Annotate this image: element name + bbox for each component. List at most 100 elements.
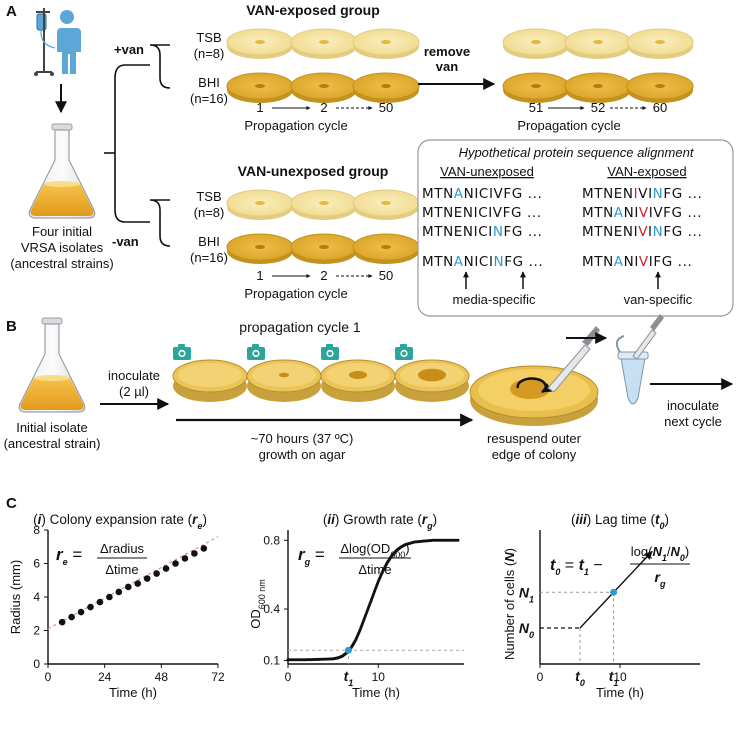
resuspend-label-1: resuspend outer: [487, 431, 582, 446]
formula-denominator: Δtime: [105, 562, 138, 577]
panel-b-letter: B: [6, 318, 17, 335]
tsb-petri-dish: [564, 28, 632, 59]
seq-unexposed-3: MTNENICINFG ...: [422, 224, 543, 240]
formula-denominator: rg: [655, 569, 666, 589]
tsb-label-bottom: TSB: [196, 189, 221, 204]
y-axis-label: Number of cells (N): [502, 548, 517, 660]
x-axis-label: Time (h): [596, 685, 644, 700]
x-tick-label: 72: [211, 670, 225, 684]
microtube-icon: [615, 314, 664, 405]
unexposed-title: VAN-unexposed group: [238, 163, 389, 179]
y-tick-label: 0.1: [263, 654, 280, 668]
chart-title: (iii) Lag time (t0): [571, 512, 669, 531]
initial-isolate-label: Initial isolate: [16, 420, 88, 435]
agar-plate: [172, 359, 248, 402]
data-point: [134, 580, 142, 587]
data-point: [172, 560, 179, 567]
cycle-number: 50: [379, 268, 393, 283]
seq-exposed-1: MTNENIVINFG ...: [582, 186, 702, 202]
bhi-petri-dish: [226, 72, 294, 103]
t1-marker: [610, 588, 618, 596]
x-tick-label: 24: [98, 670, 112, 684]
n0-label: N0: [519, 620, 534, 640]
seq-exposed-3: MTNENIVINFG ...: [582, 224, 702, 240]
tsb-petri-dish: [626, 28, 694, 59]
y-tick-label: 4: [33, 590, 40, 604]
cycle-number: 51: [529, 100, 543, 115]
camera-icon: [173, 344, 191, 360]
isolates-label-1: Four initial: [32, 224, 92, 239]
propagation-cycle-1: propagation cycle 1: [239, 319, 361, 335]
y-axis-label: Radius (mm): [8, 560, 23, 634]
t0-label: t0: [575, 668, 585, 688]
seq-unexposed-2: MTNENICIVFG ...: [422, 205, 542, 221]
formula-lhs: re =: [56, 545, 82, 567]
cycle-number: 60: [653, 100, 667, 115]
data-point: [181, 555, 189, 562]
camera-icon: [247, 344, 265, 360]
tsb-n-bottom: (n=8): [194, 205, 225, 220]
formula-numerator: Δradius: [100, 541, 145, 556]
van-specific-label: van-specific: [624, 292, 693, 307]
camera-icon: [321, 344, 339, 360]
x-axis-label: Time (h): [109, 685, 157, 700]
inoculate-volume: (2 µl): [119, 384, 149, 399]
patient-iv-icon: [34, 8, 81, 76]
y-axis-label: OD600 nm: [248, 579, 267, 629]
cycle-number: 2: [320, 268, 327, 283]
trend-line: [47, 536, 219, 630]
camera-icon: [395, 344, 413, 360]
seq-consensus-exposed: MTNANIVIFG ...: [582, 254, 692, 270]
y-tick-label: 0: [33, 657, 40, 671]
growth-on-agar-label: growth on agar: [259, 447, 346, 462]
propagation-cycle-right: Propagation cycle: [517, 118, 620, 133]
data-point: [200, 545, 208, 552]
tsb-label-top: TSB: [196, 30, 221, 45]
n1-label: N1: [519, 584, 534, 604]
data-point: [191, 550, 198, 557]
bhi-petri-dish: [352, 72, 420, 103]
data-point: [153, 570, 160, 577]
x-tick-label: 10: [613, 670, 627, 684]
bhi-petri-dish: [352, 233, 420, 264]
seq-exposed-2: MTNANIVIVFG ...: [582, 205, 702, 221]
seq-consensus-unexposed: MTNANICINFG ...: [422, 254, 543, 270]
plus-van-label: +van: [114, 42, 144, 57]
tsb-petri-dish: [226, 28, 294, 59]
bhi-petri-dish: [502, 72, 570, 103]
col-unexposed: VAN-unexposed: [440, 164, 534, 179]
cycle-number: 52: [591, 100, 605, 115]
agar-plate: [394, 359, 470, 402]
media-specific-label: media-specific: [452, 292, 536, 307]
od-point: [456, 538, 460, 542]
chart-growth-rate: (ii) Growth rate (rg) 0 10 0.1 0.4 0.8 t1Time …: [248, 512, 464, 700]
tsb-petri-dish: [290, 189, 358, 220]
y-tick-label: 2: [33, 624, 40, 638]
chart-title: (i) Colony expansion rate (re): [33, 512, 207, 531]
remove-van-label-2: van: [436, 59, 458, 74]
cycle-number: 1: [256, 100, 263, 115]
x-tick-label: 0: [45, 670, 52, 684]
branch-bracket: [104, 44, 171, 247]
propagation-cycle-top: Propagation cycle: [244, 118, 347, 133]
t1-marker: [344, 646, 352, 654]
data-point: [77, 608, 85, 616]
x-axis-label: Time (h): [352, 685, 400, 700]
minus-van-label: -van: [112, 234, 139, 249]
propagation-plates: [172, 344, 470, 402]
ancestral-label: (ancestral strain): [4, 436, 101, 451]
x-tick-label: 10: [372, 670, 386, 684]
growth-time-label: ~70 hours (37 ºC): [251, 431, 354, 446]
agar-plate: [320, 359, 396, 402]
petri-dishes: [226, 28, 694, 264]
formula-lhs: t0 = t1 −: [550, 557, 603, 577]
data-point: [106, 593, 113, 601]
agar-plate: [246, 359, 322, 402]
flask-icon: [18, 317, 86, 413]
panel-c-letter: C: [6, 495, 17, 512]
x-tick-label: 48: [155, 670, 169, 684]
formula-lhs: rg =: [298, 545, 325, 567]
col-exposed: VAN-exposed: [607, 164, 686, 179]
resuspend-plate-icon: [469, 326, 600, 426]
